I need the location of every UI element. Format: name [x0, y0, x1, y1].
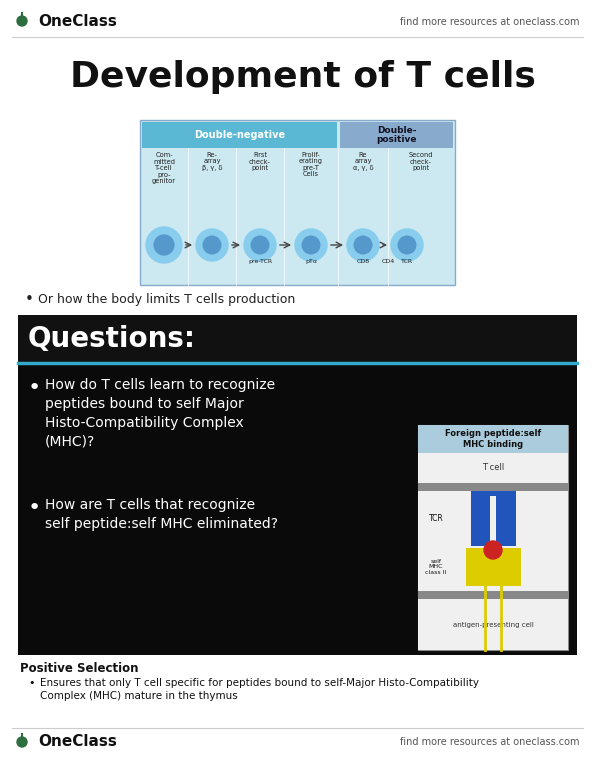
Circle shape	[146, 227, 182, 263]
FancyBboxPatch shape	[140, 120, 455, 285]
FancyBboxPatch shape	[418, 425, 568, 650]
Circle shape	[251, 236, 269, 254]
Circle shape	[484, 541, 502, 559]
Text: Questions:: Questions:	[28, 325, 196, 353]
FancyBboxPatch shape	[490, 496, 496, 541]
Text: Com-
mitted
T-cell
pro-
genitor: Com- mitted T-cell pro- genitor	[152, 152, 176, 184]
Text: Foreign peptide:self
MHC binding: Foreign peptide:self MHC binding	[445, 430, 541, 449]
Text: Positive Selection: Positive Selection	[20, 662, 139, 675]
Text: TCR: TCR	[428, 514, 443, 523]
Text: Development of T cells: Development of T cells	[70, 60, 536, 94]
Text: Double-
positive: Double- positive	[376, 126, 416, 144]
FancyBboxPatch shape	[18, 315, 577, 363]
Text: Second
check-
point: Second check- point	[409, 152, 433, 171]
FancyBboxPatch shape	[418, 599, 568, 650]
Text: How do T cells learn to recognize
peptides bound to self Major
Histo-Compatibili: How do T cells learn to recognize peptid…	[45, 378, 275, 449]
Text: self
MHC
class II: self MHC class II	[425, 559, 447, 575]
FancyBboxPatch shape	[418, 591, 568, 599]
Text: pTα: pTα	[305, 259, 317, 264]
Text: find more resources at oneclass.com: find more resources at oneclass.com	[400, 17, 580, 27]
FancyBboxPatch shape	[418, 425, 568, 453]
Circle shape	[354, 236, 372, 254]
Circle shape	[295, 229, 327, 261]
Text: CD4: CD4	[381, 259, 394, 264]
Text: find more resources at oneclass.com: find more resources at oneclass.com	[400, 737, 580, 747]
FancyBboxPatch shape	[418, 491, 568, 591]
Circle shape	[244, 229, 276, 261]
Circle shape	[398, 236, 416, 254]
Circle shape	[154, 235, 174, 255]
Text: Re
array
α, γ, δ: Re array α, γ, δ	[353, 152, 373, 171]
Text: T cell: T cell	[482, 464, 504, 473]
Text: Re-
array
β, γ, δ: Re- array β, γ, δ	[202, 152, 223, 171]
FancyBboxPatch shape	[418, 453, 568, 483]
Circle shape	[17, 737, 27, 747]
Text: OneClass: OneClass	[38, 15, 117, 29]
FancyBboxPatch shape	[465, 548, 521, 586]
Text: •: •	[25, 293, 34, 307]
FancyBboxPatch shape	[471, 491, 515, 546]
Text: •: •	[28, 498, 41, 518]
Circle shape	[17, 16, 27, 26]
Circle shape	[347, 229, 379, 261]
FancyBboxPatch shape	[418, 483, 568, 491]
Text: pre-TCR: pre-TCR	[248, 259, 272, 264]
Text: CD8: CD8	[356, 259, 369, 264]
Text: OneClass: OneClass	[38, 735, 117, 749]
Text: •: •	[28, 678, 35, 688]
Text: •: •	[28, 378, 41, 398]
Text: Double-negative: Double-negative	[194, 130, 285, 140]
Circle shape	[302, 236, 320, 254]
Text: antigen-presenting cell: antigen-presenting cell	[453, 621, 534, 628]
Circle shape	[203, 236, 221, 254]
Text: First
check-
point: First check- point	[249, 152, 271, 171]
Text: Ensures that only T cell specific for peptides bound to self-Major Histo-Compati: Ensures that only T cell specific for pe…	[40, 678, 479, 701]
FancyBboxPatch shape	[18, 315, 577, 655]
Text: TCR: TCR	[401, 259, 413, 264]
Circle shape	[196, 229, 228, 261]
Text: Prolif-
erating
pre-T
Cells: Prolif- erating pre-T Cells	[299, 152, 323, 178]
Text: Or how the body limits T cells production: Or how the body limits T cells productio…	[38, 293, 295, 306]
FancyBboxPatch shape	[340, 122, 453, 148]
Circle shape	[391, 229, 423, 261]
FancyBboxPatch shape	[142, 122, 337, 148]
Text: How are T cells that recognize
self peptide:self MHC eliminated?: How are T cells that recognize self pept…	[45, 498, 278, 531]
